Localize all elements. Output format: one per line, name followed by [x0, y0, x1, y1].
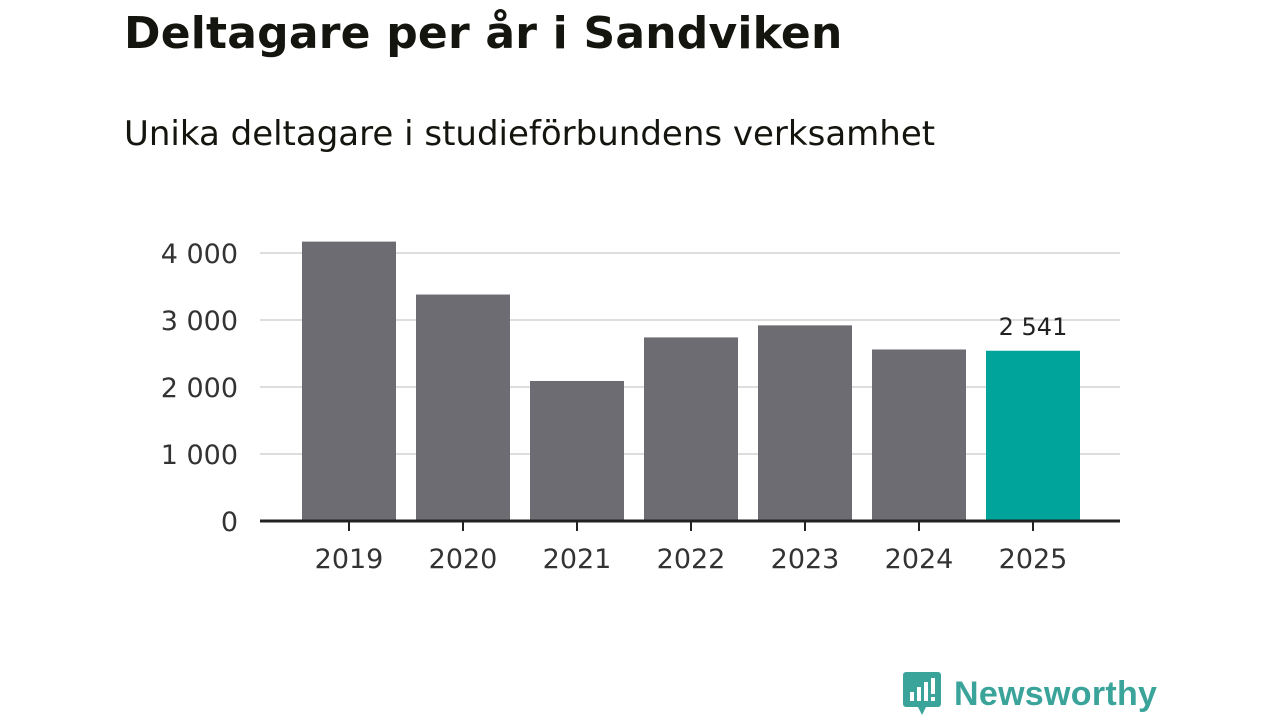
data-label: 2 541: [999, 313, 1068, 341]
brand: Newsworthy: [902, 670, 1157, 718]
x-tick-label: 2020: [429, 544, 498, 575]
x-tick-label: 2019: [315, 544, 384, 575]
newsworthy-logo-icon: [903, 672, 941, 715]
bar-2025: [986, 350, 1080, 521]
y-tick-label: 3 000: [161, 306, 238, 337]
x-tick-label: 2021: [543, 544, 612, 575]
chart-subtitle: Unika deltagare i studieförbundens verks…: [124, 114, 936, 154]
y-tick-label: 4 000: [161, 239, 238, 270]
x-tick-label: 2025: [999, 544, 1068, 575]
y-tick-label: 0: [221, 507, 238, 538]
bar-2020: [416, 294, 510, 521]
bar-2023: [758, 325, 852, 521]
x-tick-label: 2023: [771, 544, 840, 575]
x-tick-label: 2024: [885, 544, 954, 575]
y-tick-label: 2 000: [161, 373, 238, 404]
brand-name: Newsworthy: [954, 674, 1158, 713]
bar-2022: [644, 337, 738, 521]
bar-2019: [302, 241, 396, 522]
y-tick-label: 1 000: [161, 440, 238, 471]
bar-2024: [872, 349, 966, 521]
chart-title: Deltagare per år i Sandviken: [124, 8, 843, 59]
x-tick-label: 2022: [657, 544, 726, 575]
bar-2021: [530, 380, 624, 521]
